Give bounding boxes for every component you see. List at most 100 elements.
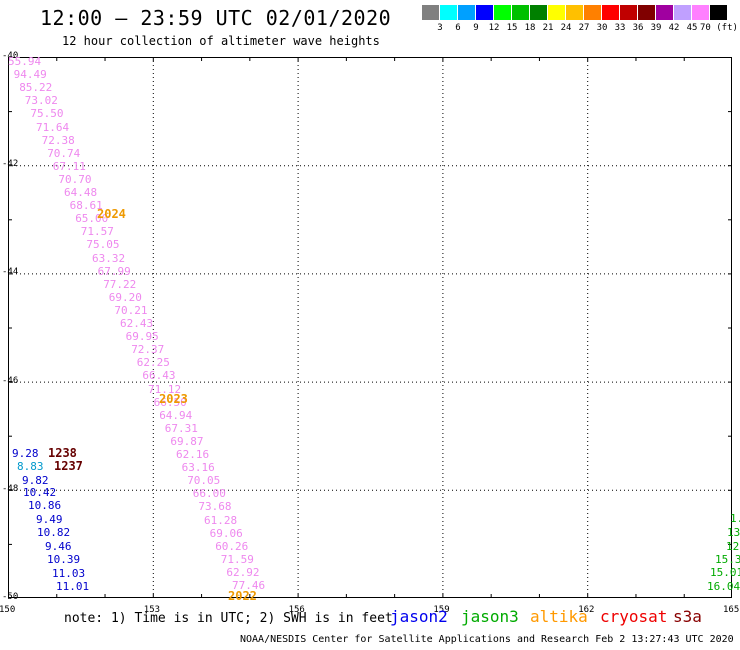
scale-swatch bbox=[422, 5, 439, 20]
swh-value: 13 bbox=[727, 526, 740, 539]
scale-swatch bbox=[692, 5, 709, 20]
scale-label: 12 bbox=[488, 23, 500, 33]
swh-value: 62.43 bbox=[120, 317, 154, 330]
swh-value: 1. bbox=[730, 512, 740, 525]
swh-value: 11.03 bbox=[52, 567, 86, 580]
swh-value: 68.61 bbox=[69, 199, 103, 213]
scale-swatch bbox=[710, 5, 727, 20]
swh-value: 12. bbox=[726, 540, 740, 553]
swh-value: 67.31 bbox=[164, 421, 198, 435]
scale-label: 9 bbox=[473, 23, 479, 33]
swh-value: 71.59 bbox=[220, 552, 254, 566]
lat-label: -46 bbox=[2, 375, 19, 386]
scale-swatch bbox=[674, 5, 691, 20]
swh-value: 73.68 bbox=[198, 500, 232, 514]
scale-swatch bbox=[584, 5, 601, 20]
swh-value: 10.39 bbox=[47, 553, 81, 566]
lat-label: -42 bbox=[2, 159, 19, 170]
swh-value: 55.94 bbox=[8, 55, 42, 68]
map-grid bbox=[8, 57, 732, 598]
scale-swatch bbox=[656, 5, 673, 20]
scale-swatch bbox=[458, 5, 475, 20]
swh-value: 71.64 bbox=[36, 120, 70, 134]
credit-line: NOAA/NESDIS Center for Satellite Applica… bbox=[240, 634, 734, 645]
scale-swatch bbox=[476, 5, 493, 20]
swh-value: 70.05 bbox=[187, 474, 221, 488]
lon-label: 165 bbox=[723, 605, 740, 615]
swh-value: 77.22 bbox=[103, 277, 137, 291]
swh-value: 62.25 bbox=[136, 356, 170, 370]
scale-label: 3 bbox=[437, 23, 443, 33]
scale-swatch bbox=[566, 5, 583, 20]
swh-value: 69.20 bbox=[108, 290, 142, 304]
scale-label: 27 bbox=[578, 23, 590, 33]
map-subtitle: 12 hour collection of altimeter wave hei… bbox=[62, 34, 380, 48]
scale-label: 30 bbox=[596, 23, 608, 33]
swh-value: 66.43 bbox=[142, 369, 176, 383]
pass-label: 2024 bbox=[97, 207, 126, 221]
scale-label: 42 bbox=[668, 23, 680, 33]
lat-label: -40 bbox=[2, 51, 19, 61]
map-frame bbox=[8, 57, 732, 598]
swh-value: 69.06 bbox=[209, 526, 243, 540]
lon-label: 162 bbox=[578, 605, 595, 615]
swh-value: 63.16 bbox=[181, 461, 215, 475]
swh-value: 75.05 bbox=[86, 238, 120, 252]
satellite-altika: altika bbox=[530, 607, 588, 626]
swh-value: 10.86 bbox=[28, 499, 62, 512]
map-title: 12:00 – 23:59 UTC 02/01/2020 bbox=[40, 6, 392, 30]
swh-value: 67.99 bbox=[97, 264, 131, 278]
satellite-jason3: jason3 bbox=[461, 607, 519, 626]
swh-value: 9.46 bbox=[45, 540, 72, 553]
swh-value: 9.49 bbox=[36, 513, 63, 526]
scale-swatch bbox=[602, 5, 619, 20]
scale-label: 45 bbox=[686, 23, 698, 33]
swh-value: 77.46 bbox=[232, 579, 266, 592]
swh-value: 16.04 bbox=[707, 580, 740, 593]
swh-value: 72.38 bbox=[41, 133, 75, 147]
lon-label: 156 bbox=[288, 605, 305, 615]
swh-value: 62.92 bbox=[226, 565, 260, 579]
swh-value: 63.32 bbox=[92, 251, 126, 265]
scale-label: 18 bbox=[524, 23, 536, 33]
swh-value: 72.37 bbox=[131, 343, 165, 357]
pass-label: 2023 bbox=[159, 392, 188, 406]
swh-value: 65.00 bbox=[75, 212, 109, 226]
swh-value: 66.00 bbox=[192, 487, 226, 501]
scale-swatch bbox=[530, 5, 547, 20]
swh-value: 60.26 bbox=[215, 539, 249, 553]
scale-swatch bbox=[494, 5, 511, 20]
swh-value: 69.87 bbox=[170, 434, 204, 448]
scale-swatch bbox=[638, 5, 655, 20]
scale-swatch bbox=[548, 5, 565, 20]
swh-value: 15.3 bbox=[715, 553, 740, 566]
swh-value: 71.12 bbox=[148, 382, 182, 396]
swh-value: 71.57 bbox=[80, 225, 114, 239]
swh-value: 70.74 bbox=[47, 146, 81, 160]
swh-value: 75.50 bbox=[30, 107, 64, 121]
swh-value: 10.82 bbox=[37, 526, 71, 539]
swh-value: 94.49 bbox=[13, 68, 47, 82]
pass-label: 1238 bbox=[48, 446, 77, 460]
lat-label: -44 bbox=[2, 267, 19, 278]
pass-label: 2022 bbox=[228, 589, 257, 603]
lat-label: -48 bbox=[2, 483, 19, 494]
swh-value: 15.01 bbox=[710, 566, 740, 579]
altimeter-map bbox=[8, 57, 732, 598]
swh-value: 73.02 bbox=[24, 94, 58, 108]
scale-swatch bbox=[620, 5, 637, 20]
lon-label: 153 bbox=[143, 605, 161, 615]
swh-value: 67.11 bbox=[52, 159, 86, 173]
scale-label: 6 bbox=[455, 23, 461, 33]
swh-value: 70.70 bbox=[58, 172, 92, 186]
scale-label: 15 bbox=[506, 23, 518, 33]
swh-value: 85.22 bbox=[19, 81, 53, 95]
scale-label: 39 bbox=[650, 23, 662, 33]
footer-note: note: 1) Time is in UTC; 2) SWH is in fe… bbox=[64, 611, 393, 626]
swh-value: 10.42 bbox=[23, 486, 57, 499]
swh-value: 11.01 bbox=[56, 580, 90, 593]
pass-label: 1237 bbox=[54, 459, 83, 473]
swh-value: 9.82 bbox=[22, 474, 49, 487]
satellite-cryosat: cryosat bbox=[600, 607, 668, 626]
swh-value: 9.28 bbox=[12, 447, 39, 460]
